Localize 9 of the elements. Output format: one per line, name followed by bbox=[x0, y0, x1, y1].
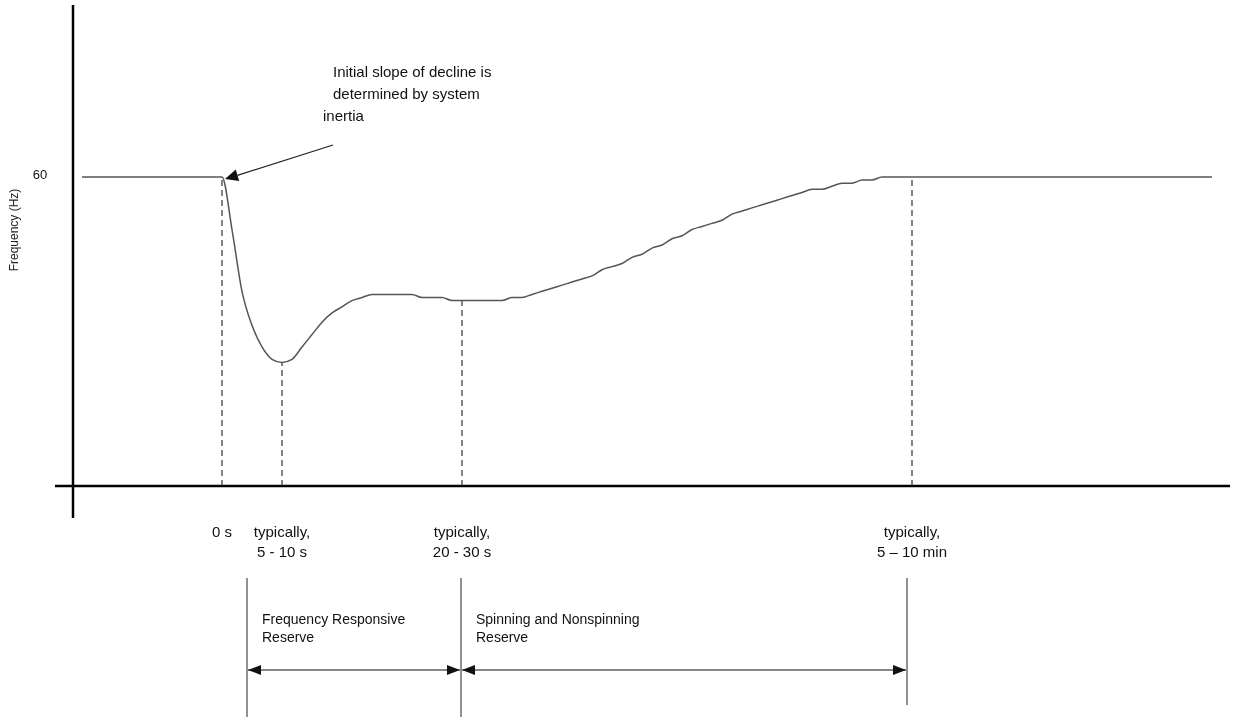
x-tick-label: typically, 20 - 30 s bbox=[432, 523, 492, 560]
text: Frequency Responsive Reserve bbox=[262, 611, 406, 645]
text: Spinning and Nonspinning Reserve bbox=[476, 611, 640, 645]
x-tick-label: typically, 5 – 10 min bbox=[876, 523, 948, 560]
y-axis-title: Frequency (Hz) bbox=[7, 188, 21, 272]
x-tick-label: typically, 5 - 10 s bbox=[253, 523, 311, 560]
x-tick-label: 0 s bbox=[211, 523, 233, 540]
text: Initial slope of decline is determined by system inertia bbox=[323, 63, 492, 124]
text: 60 bbox=[32, 167, 48, 182]
